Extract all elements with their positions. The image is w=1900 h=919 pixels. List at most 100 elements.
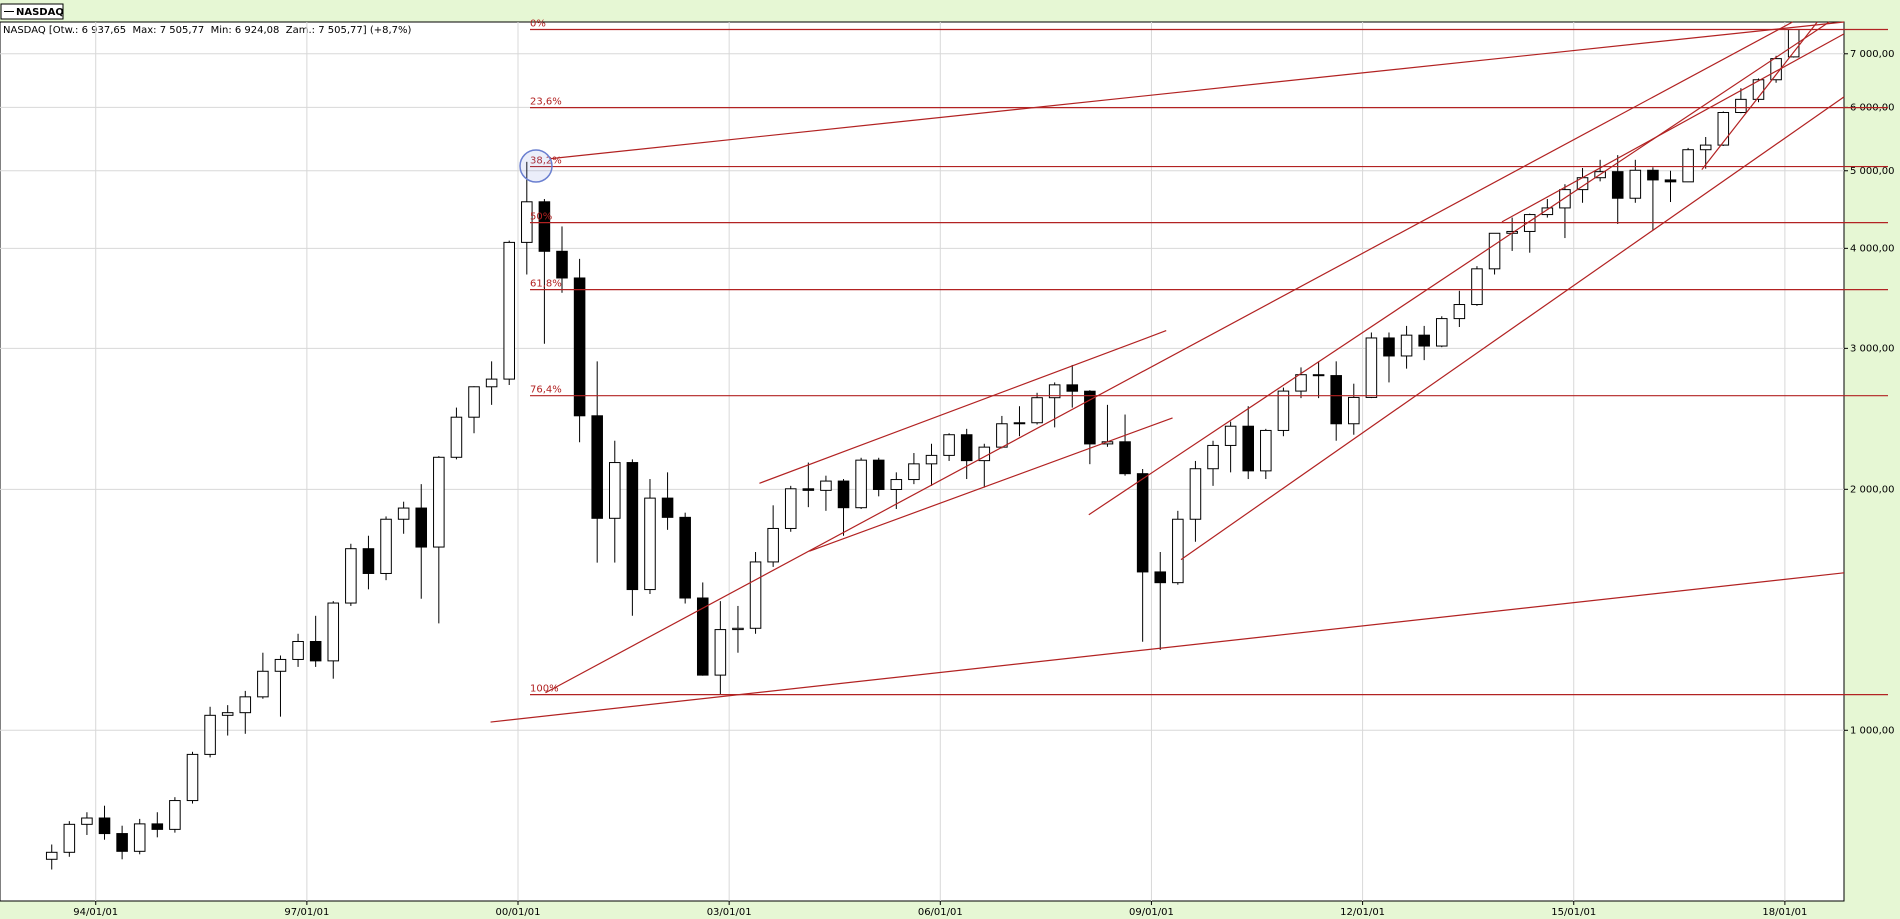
candle-body [802,488,815,491]
candle-body [1172,518,1184,584]
candle-body [1048,384,1061,399]
candle-body [1488,232,1501,270]
x-tick-label: 18/01/01 [1762,907,1807,918]
candle-body [661,497,674,518]
candle-body [45,851,58,860]
candle-body [1664,179,1677,183]
candle-body [837,480,850,509]
candle-body [784,488,797,529]
trend-line [545,21,1793,694]
candle-body [1717,112,1730,146]
candle-body [1013,422,1026,425]
trend-line [809,417,1173,552]
x-tick-label: 03/01/01 [707,907,752,918]
trend-line [549,21,1845,160]
candle-body [239,696,252,714]
candle-body [468,386,480,418]
candle-body [1154,571,1167,584]
candle-body [538,201,551,252]
candle-body [556,250,568,279]
candle-body [591,415,603,519]
candle-body [274,658,287,672]
candle-body [1348,396,1360,425]
candle-body [1541,207,1554,216]
candle-body [767,527,779,563]
fib-label: 23,6% [530,97,562,108]
candle-body [679,516,691,599]
fib-label: 0% [530,19,546,30]
fib-label: 50% [530,212,552,223]
trend-line [759,330,1167,484]
candle-body [1365,337,1378,398]
candle-body [204,714,216,755]
y-tick-label: 2 000,00 [1850,484,1895,495]
y-tick-label: 5 000,00 [1850,166,1895,177]
trend-line [490,572,1845,723]
candle-body [1312,374,1325,377]
candle-body [908,463,920,481]
candle-body [186,753,199,802]
candle-body [1435,318,1448,347]
candle-body [221,712,234,716]
candle-body [1207,444,1219,470]
candle-body [1224,425,1237,446]
candle-body [749,561,762,629]
y-tick-label: 7 000,00 [1850,49,1895,60]
candle-body [133,823,146,852]
trend-line [1088,21,1830,516]
candle-body [415,507,428,548]
y-tick-label: 1 000,00 [1850,725,1895,736]
candle-body [960,434,973,462]
fib-label: 61,8% [530,279,562,290]
header-info: NASDAQ [Otw.: 6 937,65 Max: 7 505,77 Min… [3,25,412,36]
x-tick-label: 06/01/01 [918,907,963,918]
candle-body [943,434,955,456]
candle-body [345,548,357,604]
candle-body [609,462,621,519]
candle-body [1330,375,1342,425]
candle-body [433,456,445,548]
candle-body [1611,171,1624,199]
candle-body [450,416,463,458]
candle-body [503,241,515,380]
candle-body [890,479,903,490]
candle-body [309,640,322,662]
x-tick-label: 97/01/01 [284,907,329,918]
candle-body [925,454,938,465]
fib-label: 76,4% [530,385,562,396]
candle-body [151,823,164,830]
candle-body [1260,429,1272,472]
candle-body [1682,149,1694,183]
candle-body [1770,58,1782,81]
x-tick-label: 09/01/01 [1129,907,1174,918]
candle-body [1136,473,1149,573]
candle-body [996,423,1008,448]
candle-body [63,823,76,853]
x-tick-label: 94/01/01 [73,907,118,918]
candle-body [872,459,885,490]
candle-body [820,480,832,491]
candle-body [1031,397,1043,424]
candle-body [644,497,656,591]
candle-body [1277,390,1290,431]
x-tick-label: 12/01/01 [1340,907,1385,918]
x-tick-label: 00/01/01 [496,907,541,918]
fib-label: 100% [530,684,559,695]
candle-body [1647,169,1659,181]
candle-body [1735,98,1747,114]
candle-body [397,507,410,520]
candle-body [626,462,639,591]
candle-body [1629,169,1642,199]
candle-body [1383,337,1395,357]
candle-body [169,800,181,830]
candle-body [573,277,586,417]
candle-body [1066,384,1079,392]
candle-body [81,817,93,825]
legend-box [0,3,64,20]
plot-area [0,21,1845,902]
candle-body [1559,189,1571,209]
legend-label: NASDAQ [16,7,64,18]
marks: 0% 23,6% 38,2% 50% 61,8% 76,4% 100% [45,19,1888,870]
